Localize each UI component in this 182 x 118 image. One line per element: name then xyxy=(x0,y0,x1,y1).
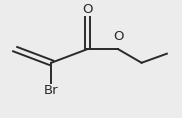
Text: O: O xyxy=(113,30,123,43)
Text: O: O xyxy=(82,3,93,16)
Text: Br: Br xyxy=(44,84,59,97)
